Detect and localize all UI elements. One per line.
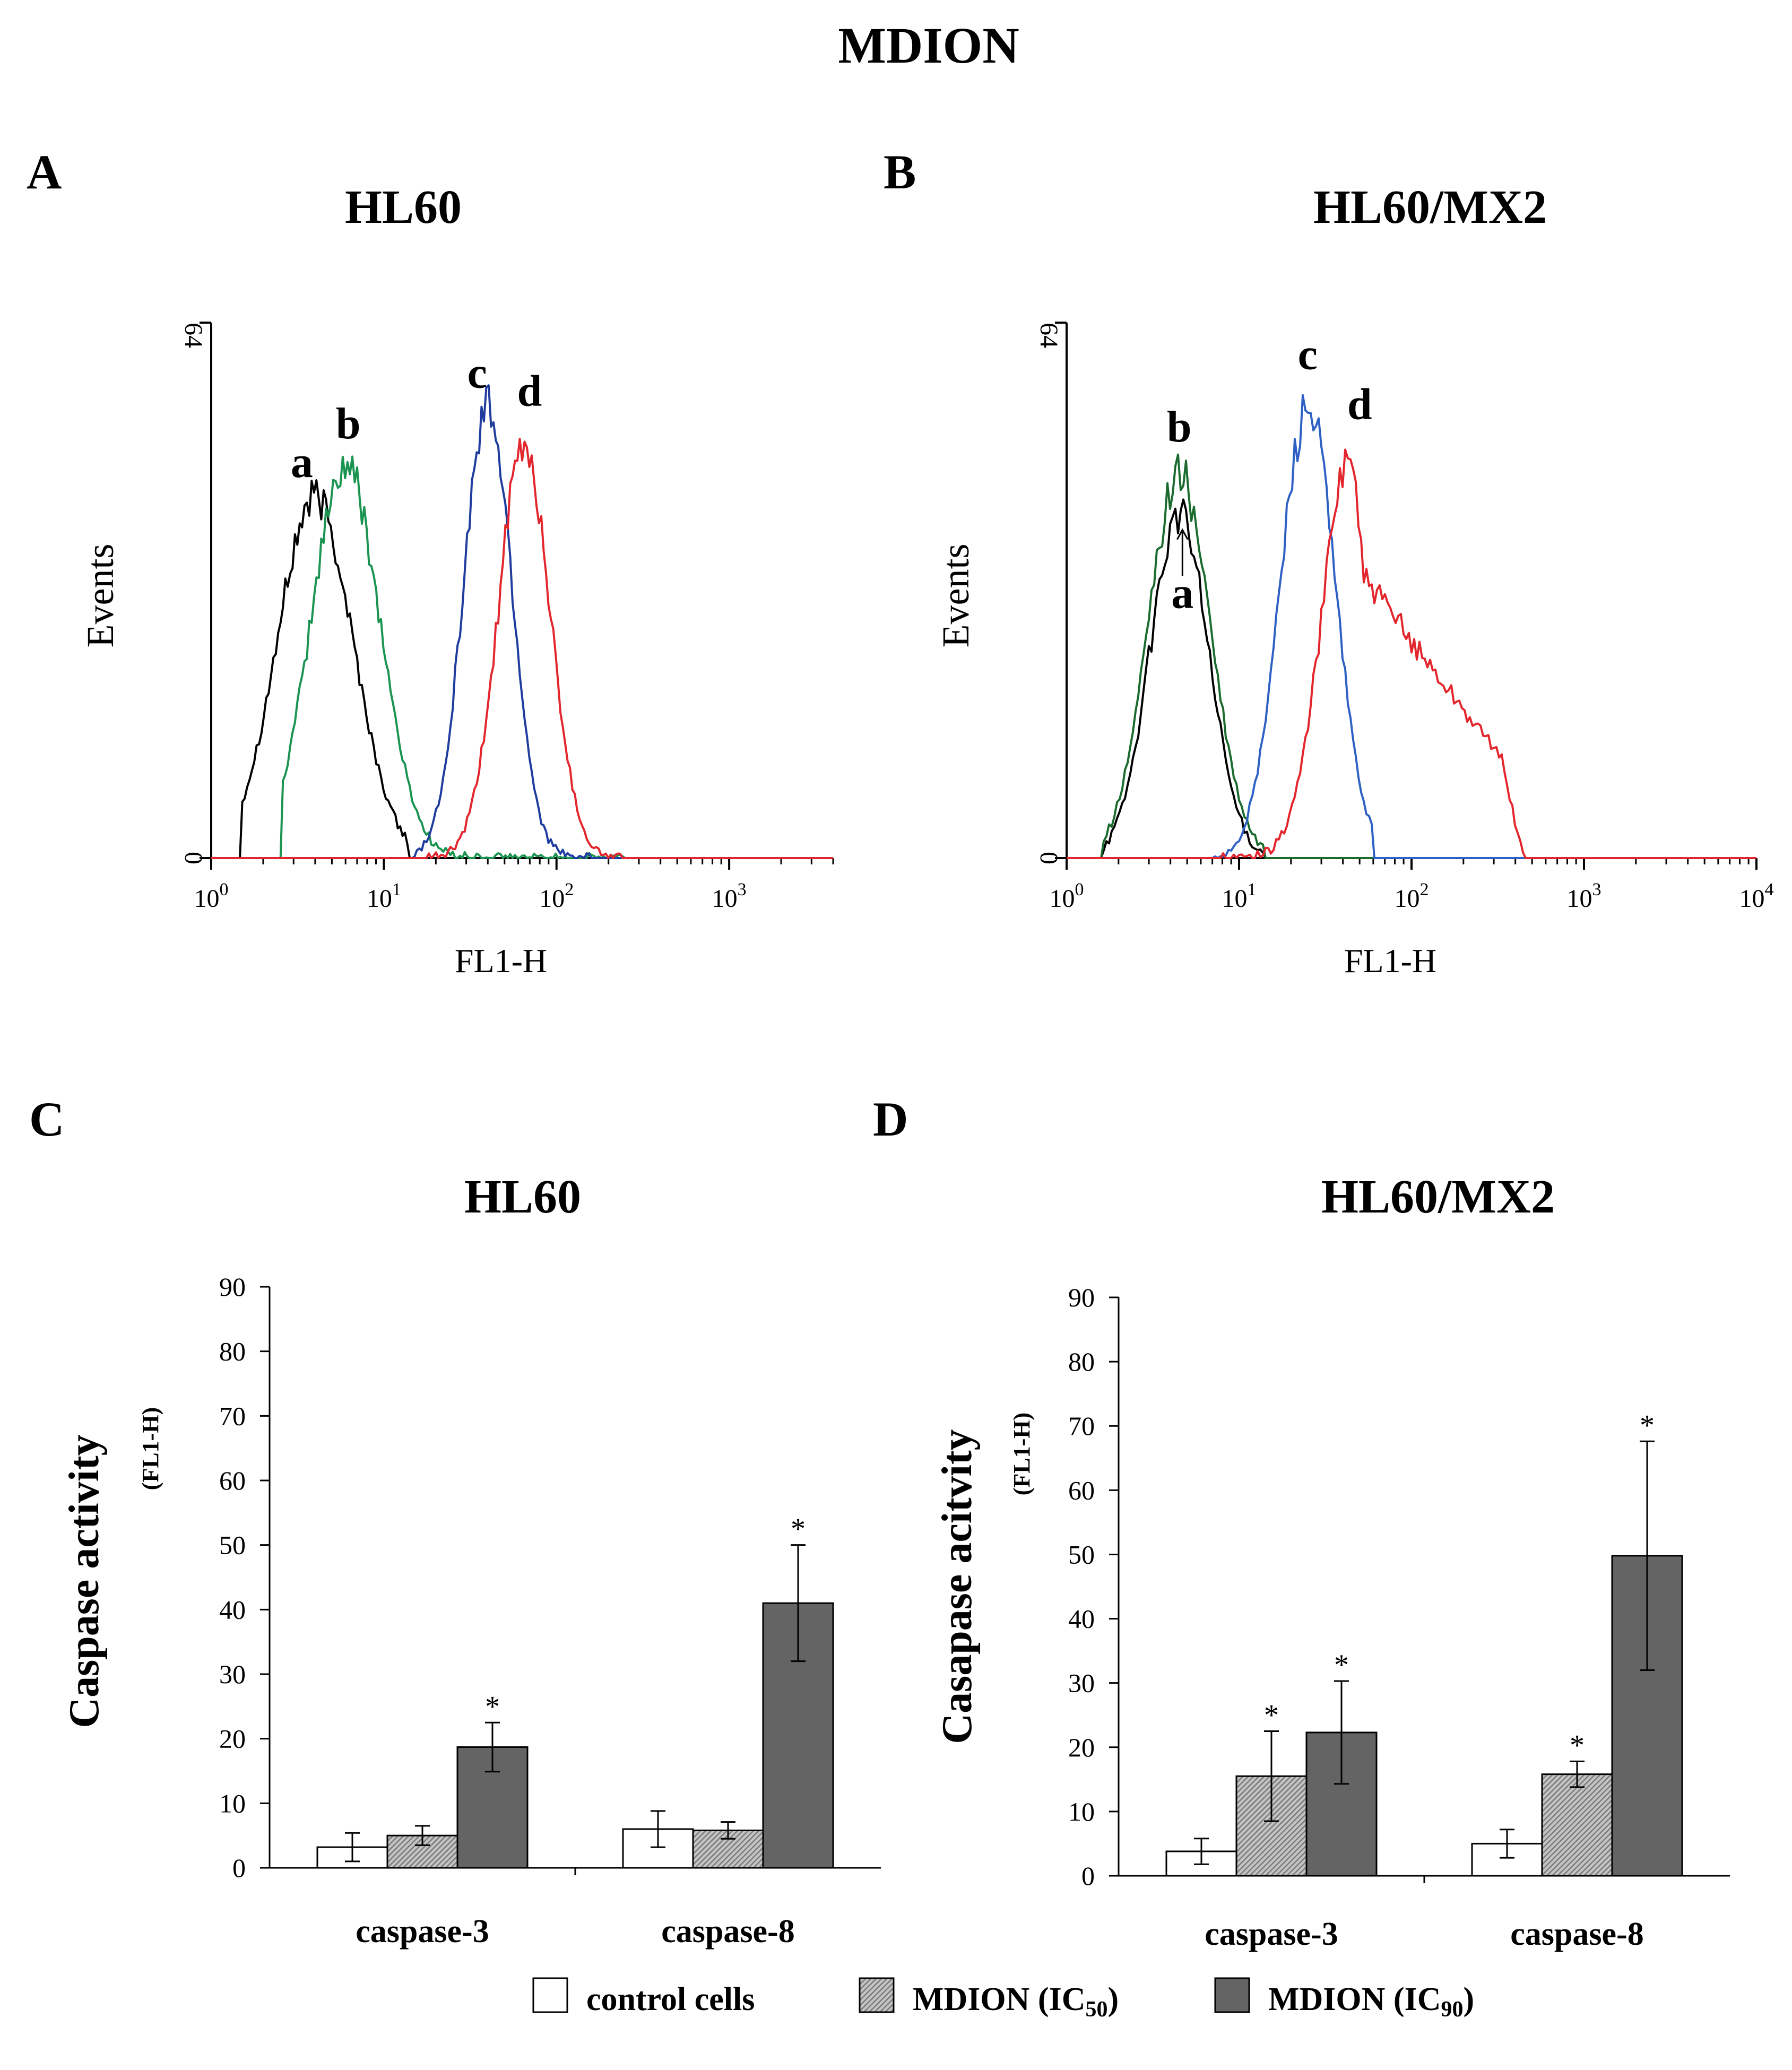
panel-d-ytick-label: 30 bbox=[1068, 1668, 1095, 1698]
panel-d-ytick-label: 60 bbox=[1068, 1475, 1095, 1505]
panel-a-xtick-label: 101 bbox=[367, 880, 401, 913]
legend-label-1: control cells bbox=[586, 1981, 755, 2017]
panel-b-xtick-label: 104 bbox=[1739, 880, 1774, 913]
panel-b-ylabel: Events bbox=[934, 544, 977, 648]
panel-a-title: HL60 bbox=[345, 181, 462, 233]
panel-b-label: B bbox=[884, 145, 916, 199]
panel-b-xlabel: FL1-H bbox=[1344, 942, 1436, 980]
histogram-panel-b: B HL60/MX2 0 64 100 101 102 103 104 FL1-H Events a b… bbox=[884, 145, 1774, 980]
panel-b-xtick-label: 103 bbox=[1567, 880, 1601, 913]
panel-c-ytick-label: 30 bbox=[219, 1659, 246, 1689]
legend: control cells MDION (IC50) MDION (IC90) bbox=[532, 1977, 1474, 2022]
panel-c-ytick-label: 20 bbox=[219, 1724, 246, 1754]
panel-d-ytick-label: 80 bbox=[1068, 1347, 1095, 1376]
bar-chart-panel-c: C HL60 0 10 20 30 40 50 60 70 80 90 Caspase activity… bbox=[29, 1092, 881, 1950]
panel-d-bar-caspase-8-1 bbox=[1541, 1773, 1613, 1877]
panel-c-ytick-label: 90 bbox=[219, 1272, 246, 1302]
panel-c-ytick-label: 50 bbox=[219, 1530, 246, 1560]
panel-b-curve-b bbox=[1067, 453, 1756, 859]
panel-d-ytick-label: 40 bbox=[1068, 1604, 1095, 1634]
panel-c-ysublabel: (FL1-H) bbox=[137, 1407, 163, 1490]
panel-c-ytick-label: 70 bbox=[219, 1401, 246, 1431]
legend-swatch-2 bbox=[859, 1977, 895, 2013]
panel-b-xtick-label: 102 bbox=[1395, 880, 1429, 913]
figure-title: MDION bbox=[838, 17, 1019, 74]
panel-c-category-label: caspase-8 bbox=[661, 1913, 794, 1950]
legend-label-3: MDION (IC90) bbox=[1268, 1981, 1474, 2022]
panel-d-ytick-label: 90 bbox=[1068, 1283, 1095, 1312]
panel-a-curve-a bbox=[211, 479, 833, 859]
panel-a-xtick-label: 100 bbox=[194, 880, 229, 913]
panel-c-ytick-label: 40 bbox=[219, 1595, 246, 1624]
panel-d-title: HL60/MX2 bbox=[1321, 1171, 1555, 1223]
panel-b-ytick-label: 0 bbox=[1035, 852, 1063, 864]
panel-a-ytick-label: 64 bbox=[179, 323, 207, 348]
panel-b-title: HL60/MX2 bbox=[1313, 181, 1547, 233]
panel-a-ylabel: Events bbox=[79, 544, 122, 648]
panel-b-curve-c bbox=[1067, 394, 1756, 859]
panel-d-significance-star: * bbox=[1264, 1699, 1279, 1732]
panel-a-xlabel: FL1-H bbox=[455, 942, 547, 980]
panel-c-significance-star: * bbox=[791, 1513, 806, 1546]
panel-d-category-label: caspase-3 bbox=[1205, 1916, 1338, 1952]
panel-a-curve-label-d: d bbox=[517, 366, 542, 415]
bar-chart-panel-d: D HL60/MX2 0 10 20 30 40 50 60 70 80 90 Casapase aci… bbox=[873, 1092, 1730, 1952]
panel-d-category-label: caspase-8 bbox=[1510, 1916, 1643, 1952]
histogram-panel-a: A HL60 0 64 100 101 102 103 FL1-H Events ab c d bbox=[27, 145, 834, 980]
panel-c-significance-star: * bbox=[485, 1690, 500, 1723]
panel-a-ytick-label: 0 bbox=[179, 852, 207, 864]
panel-d-label: D bbox=[873, 1092, 908, 1146]
panel-c-ytick-label: 10 bbox=[219, 1788, 246, 1818]
panel-b-arrowhead-a bbox=[1176, 528, 1189, 540]
panel-a-xtick-label: 102 bbox=[539, 880, 574, 913]
panel-b-curve-d bbox=[1067, 448, 1756, 859]
panel-b-curve-label-b: b bbox=[1167, 402, 1192, 452]
panel-b-curve-label-d: d bbox=[1347, 379, 1372, 429]
panel-a-curve-label-c: c bbox=[468, 349, 487, 398]
panel-b-ytick-label: 64 bbox=[1035, 323, 1063, 348]
panel-a-curve-d bbox=[211, 438, 833, 859]
panel-c-ytick-label: 80 bbox=[219, 1337, 246, 1366]
panel-d-ysublabel: (FL1-H) bbox=[1009, 1413, 1035, 1495]
panel-d-significance-star: * bbox=[1334, 1649, 1349, 1682]
panel-d-ylabel: Casapase acitvity bbox=[934, 1429, 981, 1744]
legend-swatch-3 bbox=[1214, 1977, 1250, 2013]
panel-c-label: C bbox=[29, 1092, 64, 1146]
panel-b-xtick-label: 101 bbox=[1222, 880, 1257, 913]
panel-d-ytick-label: 0 bbox=[1081, 1861, 1095, 1891]
legend-label-2: MDION (IC50) bbox=[913, 1981, 1119, 2022]
panel-a-xtick-label: 103 bbox=[712, 880, 747, 913]
panel-c-ylabel: Caspase activity bbox=[61, 1434, 108, 1728]
panel-d-ytick-label: 70 bbox=[1068, 1411, 1095, 1441]
panel-c-ytick-label: 0 bbox=[232, 1853, 246, 1883]
panel-d-ytick-label: 50 bbox=[1068, 1539, 1095, 1569]
panel-c-title: HL60 bbox=[464, 1171, 581, 1223]
panel-b-curve-a bbox=[1067, 498, 1756, 859]
panel-d-ytick-label: 20 bbox=[1068, 1733, 1095, 1762]
panel-c-ytick-label: 60 bbox=[219, 1466, 246, 1495]
panel-d-significance-star: * bbox=[1640, 1409, 1655, 1442]
panel-a-curve-label-b: b bbox=[336, 399, 361, 448]
legend-swatch-1 bbox=[532, 1977, 568, 2013]
panel-d-ytick-label: 10 bbox=[1068, 1797, 1095, 1826]
panel-a-curve-b bbox=[211, 455, 833, 859]
panel-b-curve-label-c: c bbox=[1298, 330, 1318, 379]
panel-c-category-label: caspase-3 bbox=[356, 1913, 489, 1950]
panel-a-label: A bbox=[27, 145, 62, 199]
panel-b-curve-label-a: a bbox=[1171, 569, 1193, 618]
panel-b-xtick-label: 100 bbox=[1050, 880, 1084, 913]
panel-d-significance-star: * bbox=[1570, 1729, 1585, 1762]
panel-a-curve-label-a: a bbox=[291, 438, 313, 487]
